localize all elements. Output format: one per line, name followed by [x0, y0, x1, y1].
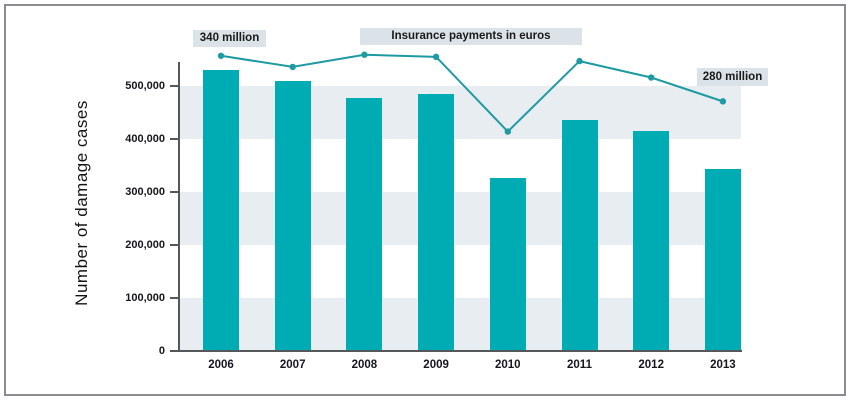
bar-2008 [346, 97, 383, 351]
y-axis-title: Number of damage cases [72, 100, 91, 306]
bar-2009 [418, 94, 455, 351]
y-tick-mark-500000 [170, 85, 179, 87]
x-tick-label-2010: 2010 [495, 359, 521, 371]
y-tick-mark-200000 [170, 244, 179, 246]
line-marker-2009 [432, 53, 440, 61]
x-tick-label-2013: 2013 [710, 359, 736, 371]
y-tick-label-300000: 300,000 [125, 186, 165, 198]
x-tick-label-2006: 2006 [208, 359, 234, 371]
line-marker-2011 [576, 57, 583, 65]
bar-2006 [203, 70, 239, 351]
y-tick-label-100000: 100,000 [125, 292, 165, 304]
bar-2012 [633, 131, 670, 351]
x-tick-label-2007: 2007 [279, 359, 306, 371]
y-axis-line [178, 62, 180, 351]
line-marker-2010 [504, 128, 511, 135]
line-marker-2007 [289, 63, 296, 71]
annotation-insurance-payments: Insurance payments in euros [360, 28, 582, 45]
background-band [180, 86, 741, 139]
bar-2010 [489, 177, 526, 351]
bar-2013 [704, 168, 741, 351]
y-tick-label-500000: 500,000 [125, 80, 165, 92]
y-tick-label-400000: 400,000 [125, 133, 165, 145]
insurance-payments-line [220, 53, 724, 134]
plot-area [180, 50, 741, 351]
bar-2011 [561, 119, 598, 351]
y-tick-mark-400000 [170, 138, 179, 140]
annotation-280-million: 280 million [697, 68, 768, 86]
bar-2007 [274, 80, 311, 351]
x-tick-label-2011: 2011 [567, 359, 592, 371]
line-marker-2006 [217, 52, 225, 59]
insurance-payments-line-layer [217, 51, 727, 135]
x-axis-baseline [175, 350, 742, 352]
y-tick-label-200000: 200,000 [125, 239, 165, 251]
x-tick-label-2012: 2012 [638, 359, 664, 371]
y-tick-mark-0 [170, 350, 179, 352]
annotation-340-million: 340 million [193, 30, 266, 47]
x-tick-label-2009: 2009 [423, 359, 449, 371]
line-marker-2008 [361, 51, 368, 58]
y-tick-mark-100000 [170, 297, 179, 299]
x-tick-label-2008: 2008 [351, 359, 378, 371]
line-marker-2013 [719, 98, 727, 105]
line-marker-2012 [648, 74, 655, 81]
y-tick-label-0: 0 [158, 345, 165, 357]
y-tick-mark-300000 [170, 191, 179, 193]
